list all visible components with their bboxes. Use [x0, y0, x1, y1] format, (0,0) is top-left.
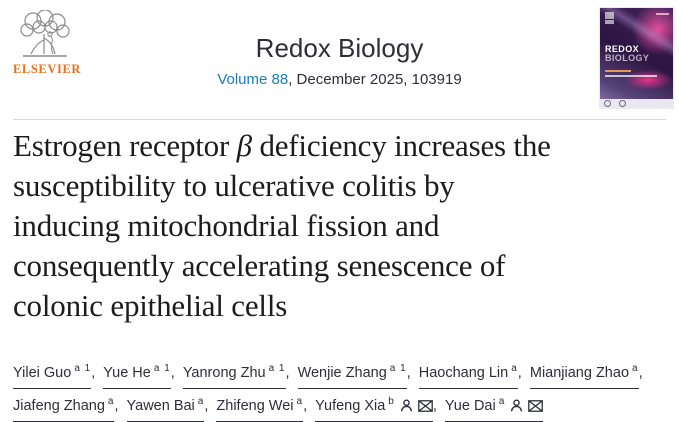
- author-link[interactable]: Jiafeng Zhang a: [13, 389, 115, 422]
- email-icon: [528, 399, 544, 412]
- article-title: Estrogen receptor β deficiency increases…: [13, 126, 673, 326]
- author-separator: ,: [432, 397, 441, 414]
- author-link[interactable]: Yufeng Xia b: [315, 389, 433, 422]
- author-name: Wenjie Zhang: [297, 364, 387, 381]
- author-separator: ,: [638, 364, 643, 381]
- author-separator: ,: [285, 364, 294, 381]
- title-line-4: consequently accelerating senescence of: [13, 248, 506, 283]
- author-name: Yanrong Zhu: [182, 364, 266, 381]
- author-name: Jiafeng Zhang: [13, 397, 105, 414]
- cover-text-bar-2: [605, 75, 657, 77]
- journal-issue-line: Volume 88, December 2025, 103919: [120, 71, 560, 88]
- author-separator: ,: [114, 397, 123, 414]
- header-divider: [13, 119, 666, 120]
- author-link[interactable]: Yue Dai a: [444, 389, 544, 422]
- author-list: Yilei Guo a 1, Yue He a 1, Yanrong Zhu a 1,…: [13, 356, 673, 422]
- author-separator: ,: [170, 364, 179, 381]
- cover-footer-strip: [600, 99, 673, 108]
- volume-link[interactable]: Volume 88: [217, 71, 289, 88]
- beta-symbol: β: [236, 128, 252, 163]
- author-affiliation-sup: a 1: [74, 363, 92, 374]
- cover-text-bar-1: [605, 70, 631, 72]
- author-link[interactable]: Haochang Lin a: [418, 356, 518, 389]
- author-link[interactable]: Wenjie Zhang a 1: [297, 356, 407, 389]
- corresponding-author-icon: [400, 399, 412, 412]
- cover-issue-tag: [656, 13, 669, 15]
- author-link[interactable]: Yanrong Zhu a 1: [182, 356, 286, 389]
- journal-header: Redox Biology Volume 88, December 2025, …: [120, 33, 560, 88]
- author-separator: ,: [303, 397, 312, 414]
- author-affiliation-sup: a: [511, 363, 518, 374]
- title-line-2: susceptibility to ulcerative colitis by: [13, 168, 455, 203]
- author-affiliation-sup: a: [498, 395, 506, 407]
- top-banner: ELSEVIER Redox Biology Volume 88, Decemb…: [0, 0, 679, 119]
- author-name: Yue He: [103, 364, 151, 381]
- author-affiliation-sup: a: [632, 363, 639, 374]
- author-affiliation-sup: a: [107, 395, 115, 407]
- author-separator: ,: [517, 364, 526, 381]
- journal-cover-thumbnail[interactable]: REDOX BIOLOGY: [600, 8, 673, 108]
- author-link[interactable]: Zhifeng Wei a: [216, 389, 304, 422]
- author-affiliation-sup: a 1: [389, 363, 407, 374]
- title-line-5: colonic epithelial cells: [13, 288, 288, 323]
- cover-badge-icon: [619, 100, 627, 107]
- author-name: Yufeng Xia: [315, 397, 386, 414]
- author-link[interactable]: Mianjiang Zhao a: [529, 356, 639, 389]
- elsevier-tree-icon: [20, 10, 70, 57]
- issue-date-text: , December 2025, 103919: [288, 71, 462, 88]
- cover-badge-icon: [604, 100, 611, 107]
- journal-title-link[interactable]: Redox Biology: [255, 33, 424, 63]
- cover-title: REDOX BIOLOGY: [605, 44, 650, 63]
- email-icon: [418, 399, 433, 412]
- author-affiliation-sup: a 1: [153, 363, 171, 374]
- author-name: Yilei Guo: [13, 364, 72, 381]
- author-separator: ,: [91, 364, 100, 381]
- author-name: Yawen Bai: [126, 397, 195, 414]
- cover-elsevier-mark-icon: [605, 12, 614, 24]
- elsevier-wordmark: ELSEVIER: [13, 62, 82, 76]
- author-affiliation-sup: b: [388, 395, 395, 407]
- author-affiliation-sup: a: [197, 395, 205, 407]
- title-line-1: Estrogen receptor β deficiency increases…: [13, 128, 551, 163]
- author-separator: ,: [406, 364, 415, 381]
- title-line-3: inducing mitochondrial fission and: [13, 208, 440, 243]
- author-link[interactable]: Yilei Guo a 1: [13, 356, 92, 389]
- author-link[interactable]: Yue He a 1: [103, 356, 171, 389]
- author-name: Yue Dai: [444, 397, 496, 414]
- author-affiliation-sup: a: [296, 395, 304, 407]
- author-name: Zhifeng Wei: [216, 397, 294, 414]
- author-separator: ,: [204, 397, 213, 414]
- author-name: Mianjiang Zhao: [529, 364, 630, 381]
- author-link[interactable]: Yawen Bai a: [126, 389, 205, 422]
- author-affiliation-sup: a 1: [268, 363, 286, 374]
- elsevier-logo[interactable]: ELSEVIER: [13, 10, 82, 77]
- author-name: Haochang Lin: [418, 364, 509, 381]
- corresponding-author-icon: [511, 399, 523, 412]
